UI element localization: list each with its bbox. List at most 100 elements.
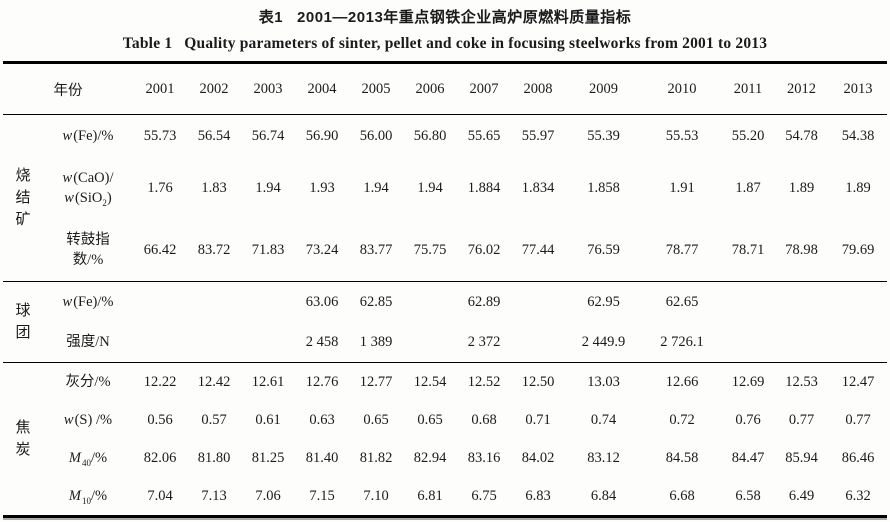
table-row-sinter-2: 转鼓指 数/% 66.42 83.72 71.83 73.24 83.77 75.75 76.0… (3, 219, 887, 282)
value-sinter-2-2007: 76.02 (467, 241, 501, 258)
value-pellet-0-2006 (403, 282, 457, 323)
value-pellet-0-2012 (774, 282, 829, 323)
caption-english: Table 1 Quality parameters of sinter, pel… (0, 33, 890, 54)
row-label-line: w(SiO2) (64, 190, 112, 208)
value-pellet-1-2008 (511, 322, 565, 363)
table-row-coke-1: w(S) /% 0.56 0.57 0.61 0.63 0.65 0.65 0.68 0.71 0… (3, 401, 887, 439)
value-coke-0-2002: 12.42 (197, 373, 231, 390)
value-coke-3-2002: 7.13 (201, 487, 227, 504)
table-header-row: 年份 2001 2002 2003 2004 2005 2006 2007 2008 2009 20… (3, 63, 887, 115)
group-label-char: 结 (15, 189, 31, 206)
value-pellet-0-2003 (241, 282, 295, 323)
value-sinter-0-2012: 54.78 (785, 127, 818, 144)
group-label-char: 球 (15, 302, 31, 319)
year-column-2010: 2010 (667, 80, 697, 97)
value-pellet-0-2008 (511, 282, 565, 323)
value-sinter-2-2010: 78.77 (665, 241, 699, 258)
value-coke-3-2005: 7.10 (363, 487, 389, 504)
group-label-coke: 焦炭 (3, 363, 43, 517)
year-column-2005: 2005 (361, 80, 391, 97)
value-coke-1-2013: 0.77 (845, 411, 871, 428)
group-coke: 焦炭 灰分/% 12.22 12.42 12.61 12.76 12.77 12.54 12.5… (3, 362, 887, 517)
value-coke-0-2012: 12.53 (785, 373, 818, 390)
value-sinter-2-2003: 71.83 (251, 241, 285, 258)
table-row-pellet-1: 强度/N 2 458 1 389 2 372 2 449.9 2 726.1 (3, 322, 887, 363)
value-sinter-2-2005: 83.77 (359, 241, 393, 258)
value-coke-1-2005: 0.65 (363, 411, 389, 428)
value-sinter-1-2002: 1.83 (201, 179, 227, 196)
caption-en-number: Table 1 (122, 35, 173, 52)
value-coke-2-2008: 84.02 (521, 449, 555, 466)
value-sinter-0-2007: 55.65 (467, 127, 501, 144)
value-pellet-0-2001 (133, 282, 187, 323)
value-pellet-0-2002 (187, 282, 241, 323)
value-pellet-1-2001 (133, 322, 187, 363)
value-sinter-2-2012: 78.98 (785, 241, 818, 258)
year-column-2008: 2008 (523, 80, 553, 97)
value-sinter-0-2010: 55.53 (665, 127, 699, 144)
value-coke-2-2012: 85.94 (785, 449, 818, 466)
value-pellet-0-2013 (829, 282, 887, 323)
value-pellet-1-2004: 2 458 (305, 333, 339, 350)
group-label-char: 烧 (15, 167, 31, 184)
value-coke-2-2009: 83.12 (587, 449, 620, 466)
value-coke-0-2007: 12.52 (467, 373, 501, 390)
value-coke-2-2004: 81.40 (305, 449, 339, 466)
value-coke-2-2011: 84.47 (731, 449, 765, 466)
value-sinter-2-2004: 73.24 (305, 241, 339, 258)
value-coke-1-2002: 0.57 (201, 411, 227, 428)
value-sinter-1-2010: 1.91 (669, 179, 695, 196)
row-label-line: w(Fe)/% (62, 128, 114, 144)
row-label-coke-1: w(S) /% (43, 401, 133, 439)
value-coke-2-2013: 86.46 (841, 449, 875, 466)
value-sinter-1-2004: 1.93 (309, 179, 335, 196)
value-pellet-1-2011 (722, 322, 774, 363)
row-label-pellet-0: w(Fe)/% (43, 282, 133, 323)
value-coke-1-2007: 0.68 (471, 411, 497, 428)
value-coke-3-2010: 6.68 (669, 487, 695, 504)
row-label-line: M40/% (68, 450, 108, 468)
value-coke-2-2007: 83.16 (467, 449, 501, 466)
value-sinter-2-2013: 79.69 (841, 241, 875, 258)
row-label-coke-0: 灰分/% (43, 363, 133, 402)
value-coke-3-2001: 7.04 (147, 487, 173, 504)
value-coke-1-2003: 0.61 (255, 411, 281, 428)
row-label-line: 强度/N (66, 334, 110, 350)
value-coke-2-2002: 81.80 (197, 449, 231, 466)
value-coke-1-2001: 0.56 (147, 411, 173, 428)
row-label-line: 灰分/% (65, 374, 111, 390)
row-label-line: w(CaO)/ (62, 170, 114, 186)
value-pellet-1-2006 (403, 322, 457, 363)
year-column-2011: 2011 (733, 80, 763, 97)
caption-zh-number: 表1 (258, 9, 284, 26)
group-label-char: 团 (15, 324, 31, 341)
year-column-2004: 2004 (307, 80, 337, 97)
row-label-line: 数/% (72, 252, 104, 268)
value-coke-0-2005: 12.77 (359, 373, 393, 390)
value-sinter-0-2011: 55.20 (731, 127, 765, 144)
year-column-2006: 2006 (415, 80, 445, 97)
value-sinter-1-2012: 1.89 (788, 179, 815, 196)
value-coke-1-2009: 0.74 (590, 411, 617, 428)
table-row-sinter-0: 烧结矿 w(Fe)/% 55.73 56.54 56.74 56.90 56.00 56.80… (3, 115, 887, 228)
row-label-pellet-1: 强度/N (43, 322, 133, 363)
value-coke-2-2001: 82.06 (143, 449, 177, 466)
row-label-line: 转鼓指 (66, 232, 110, 248)
value-coke-3-2004: 7.15 (309, 487, 335, 504)
caption-chinese: 表1 2001—2013年重点钢铁企业高炉原燃料质量指标 (0, 8, 890, 28)
value-pellet-1-2013 (829, 322, 887, 363)
value-sinter-1-2006: 1.94 (417, 179, 443, 196)
value-sinter-0-2003: 56.74 (251, 127, 285, 144)
value-sinter-1-2007: 1.884 (467, 179, 501, 196)
value-coke-1-2008: 0.71 (525, 411, 551, 428)
table-caption: 表1 2001—2013年重点钢铁企业高炉原燃料质量指标 Table 1 Quali… (0, 0, 890, 54)
value-coke-1-2010: 0.72 (669, 411, 695, 428)
value-sinter-1-2013: 1.89 (845, 179, 871, 196)
value-sinter-2-2002: 83.72 (197, 241, 231, 258)
value-sinter-2-2008: 77.44 (521, 241, 555, 258)
value-coke-2-2005: 81.82 (359, 449, 393, 466)
value-coke-0-2008: 12.50 (521, 373, 555, 390)
value-coke-1-2004: 0.63 (309, 411, 335, 428)
group-sinter: 烧结矿 w(Fe)/% 55.73 56.54 56.74 56.90 56.00 56.80… (3, 115, 887, 282)
value-coke-1-2012: 0.77 (788, 411, 815, 428)
